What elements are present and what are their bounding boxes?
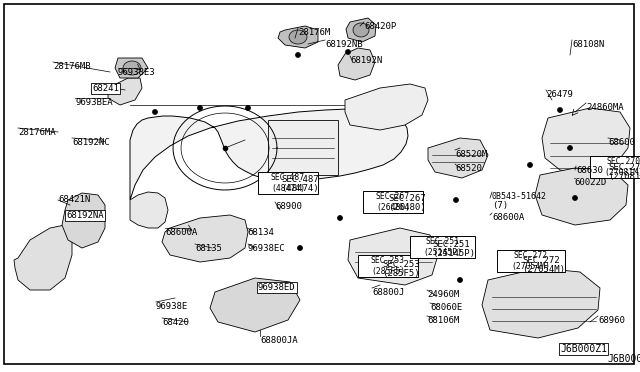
Polygon shape	[162, 215, 248, 262]
Circle shape	[458, 278, 463, 282]
Text: (25145P): (25145P)	[432, 249, 475, 258]
Bar	[363, 191, 423, 213]
Text: 68520: 68520	[455, 164, 482, 173]
Text: 28176MA: 28176MA	[18, 128, 56, 137]
Text: 96938ED: 96938ED	[258, 283, 296, 292]
Text: 96938EC: 96938EC	[248, 244, 285, 253]
Text: (27054M): (27054M)	[522, 265, 565, 274]
Circle shape	[573, 196, 577, 201]
Text: 9693BEA: 9693BEA	[75, 98, 113, 107]
Text: 0B543-51642: 0B543-51642	[492, 192, 547, 201]
Circle shape	[454, 198, 458, 202]
Circle shape	[527, 163, 532, 167]
Text: 60022D: 60022D	[574, 178, 606, 187]
Circle shape	[568, 145, 573, 151]
Text: 96938E: 96938E	[156, 302, 188, 311]
Text: (48474): (48474)	[281, 184, 319, 193]
Circle shape	[296, 52, 301, 58]
Text: 68108N: 68108N	[572, 40, 604, 49]
Text: SEC.267
(26480): SEC.267 (26480)	[376, 192, 410, 212]
Polygon shape	[428, 138, 488, 178]
Ellipse shape	[289, 30, 307, 44]
Text: 24960M: 24960M	[427, 290, 460, 299]
Bar	[258, 172, 318, 194]
Text: (27081M): (27081M)	[608, 172, 640, 181]
Text: SEC.251: SEC.251	[432, 240, 470, 249]
Text: 68192NA: 68192NA	[66, 211, 104, 220]
Text: 68241: 68241	[92, 84, 119, 93]
Circle shape	[557, 108, 563, 112]
Text: (7): (7)	[492, 201, 508, 210]
Circle shape	[346, 49, 351, 55]
Text: 68800JA: 68800JA	[260, 336, 298, 345]
Text: 28176MB: 28176MB	[53, 62, 91, 71]
Polygon shape	[482, 268, 600, 338]
Text: SEC.272
(27054M): SEC.272 (27054M)	[511, 251, 550, 271]
Circle shape	[298, 246, 303, 250]
Text: SEC.487: SEC.487	[281, 175, 319, 184]
Text: 68900: 68900	[275, 202, 302, 211]
Text: SEC.487
(48474): SEC.487 (48474)	[271, 173, 305, 193]
Circle shape	[198, 106, 202, 110]
Text: SEC.272: SEC.272	[522, 256, 559, 265]
Text: 68420: 68420	[162, 318, 189, 327]
Text: J6B000Z1: J6B000Z1	[607, 354, 640, 364]
Circle shape	[246, 106, 250, 110]
Polygon shape	[108, 78, 142, 105]
Polygon shape	[14, 225, 72, 290]
Circle shape	[408, 256, 413, 260]
Polygon shape	[338, 48, 375, 80]
Bar	[497, 250, 565, 272]
Text: SEC.270
(27081M): SEC.270 (27081M)	[605, 157, 640, 177]
Text: 68106M: 68106M	[427, 316, 460, 325]
Bar	[268, 120, 338, 175]
Text: 26479: 26479	[546, 90, 573, 99]
Bar	[410, 236, 475, 258]
Text: SEC.251
(25145P): SEC.251 (25145P)	[423, 237, 462, 257]
Text: 68421N: 68421N	[58, 195, 90, 204]
Text: 68060E: 68060E	[430, 303, 462, 312]
Text: 68192NB: 68192NB	[325, 40, 363, 49]
Bar	[358, 255, 418, 277]
Polygon shape	[345, 84, 428, 130]
Text: 68135: 68135	[195, 244, 222, 253]
Text: (26480): (26480)	[388, 203, 426, 212]
Text: 68600A: 68600A	[492, 213, 524, 222]
Text: (285F5): (285F5)	[382, 269, 420, 278]
Polygon shape	[210, 278, 300, 332]
Text: 96938E3: 96938E3	[118, 68, 156, 77]
Text: 28176M: 28176M	[298, 28, 330, 37]
Polygon shape	[115, 58, 148, 78]
Polygon shape	[130, 109, 408, 200]
Circle shape	[337, 215, 342, 221]
Text: 68600A: 68600A	[165, 228, 197, 237]
Circle shape	[278, 173, 282, 177]
Text: J6B000Z1: J6B000Z1	[560, 344, 607, 354]
Text: 68192N: 68192N	[350, 56, 382, 65]
Circle shape	[152, 109, 157, 115]
Polygon shape	[62, 193, 105, 248]
Text: 24860MA: 24860MA	[586, 103, 623, 112]
Text: SEC.253
(285F5): SEC.253 (285F5)	[371, 256, 405, 276]
Bar	[590, 156, 640, 178]
Text: 68630: 68630	[576, 166, 603, 175]
Polygon shape	[278, 26, 318, 48]
Ellipse shape	[353, 23, 369, 37]
Text: 68960: 68960	[598, 316, 625, 325]
Text: SEC.267: SEC.267	[388, 194, 426, 203]
Text: SEC.270: SEC.270	[608, 163, 640, 172]
Text: 68800J: 68800J	[372, 288, 404, 297]
Polygon shape	[535, 168, 628, 225]
Text: 68420P: 68420P	[364, 22, 396, 31]
Polygon shape	[542, 108, 630, 175]
Text: 68134: 68134	[247, 228, 274, 237]
Text: SEC.253: SEC.253	[382, 260, 420, 269]
Text: 68520M: 68520M	[455, 150, 487, 159]
Text: 68600: 68600	[608, 138, 635, 147]
Polygon shape	[130, 192, 168, 228]
Polygon shape	[348, 228, 438, 285]
Polygon shape	[346, 18, 376, 42]
Ellipse shape	[123, 61, 141, 75]
Text: 68192NC: 68192NC	[72, 138, 109, 147]
